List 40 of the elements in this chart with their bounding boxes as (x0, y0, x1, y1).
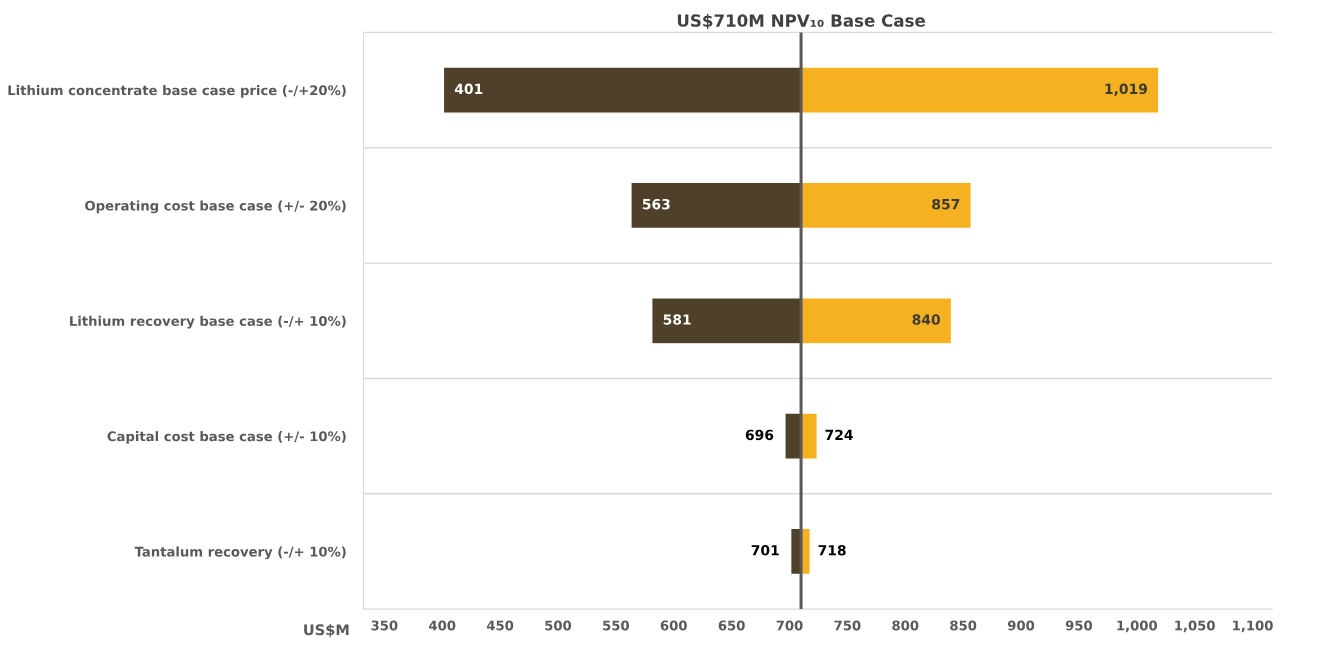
x-axis-title: US$M (304, 623, 349, 638)
x-tick-label: 1,100 (1233, 620, 1273, 633)
bar (784, 412, 802, 460)
bar (442, 66, 802, 114)
x-tick-label: 650 (718, 620, 745, 631)
annotation: 857 (932, 198, 960, 210)
annotation: 563 (642, 198, 670, 210)
x-tick-label: 700 (776, 620, 803, 631)
x-tick-label: 550 (603, 620, 629, 631)
x-tick-label: 850 (950, 620, 977, 631)
bar (651, 296, 802, 345)
annotation: 840 (912, 314, 940, 325)
x-tick-label: 950 (1065, 620, 1093, 631)
y-tick-label: Operating cost base case (+/- 20%) (85, 200, 346, 214)
bar (630, 181, 802, 230)
y-tick-label: Lithium recovery base case (-/+ 10%) (70, 315, 346, 329)
annotation: 581 (663, 314, 691, 325)
bar (800, 181, 972, 230)
ref-line-label: US$710M NPV₁₀ Base Case (677, 13, 925, 30)
annotation: 718 (818, 544, 846, 556)
x-tick-label: 900 (1007, 620, 1035, 631)
x-tick-label: 1,000 (1117, 620, 1158, 633)
y-tick-label: Tantalum recovery (-/+ 10%) (134, 546, 346, 560)
x-tick-label: 1,050 (1175, 620, 1215, 633)
y-tick-label: Capital cost base case (+/- 10%) (107, 431, 346, 444)
x-tick-label: 800 (892, 620, 919, 631)
x-tick-label: 600 (660, 620, 687, 631)
y-tick-label: Lithium concentrate base case price (-/+20%) (8, 85, 346, 98)
bar (800, 66, 1160, 114)
x-tick-label: 450 (486, 620, 514, 631)
annotation: 701 (751, 544, 779, 556)
annotation: 696 (745, 429, 774, 441)
annotation: 1,019 (1105, 83, 1147, 96)
x-tick-label: 400 (429, 620, 456, 631)
annotation: 724 (825, 429, 853, 440)
x-tick-label: 750 (834, 620, 861, 631)
x-tick-label: 500 (545, 620, 572, 631)
bar (800, 296, 953, 345)
x-tick-label: 350 (371, 620, 398, 631)
annotation: 401 (454, 83, 483, 95)
